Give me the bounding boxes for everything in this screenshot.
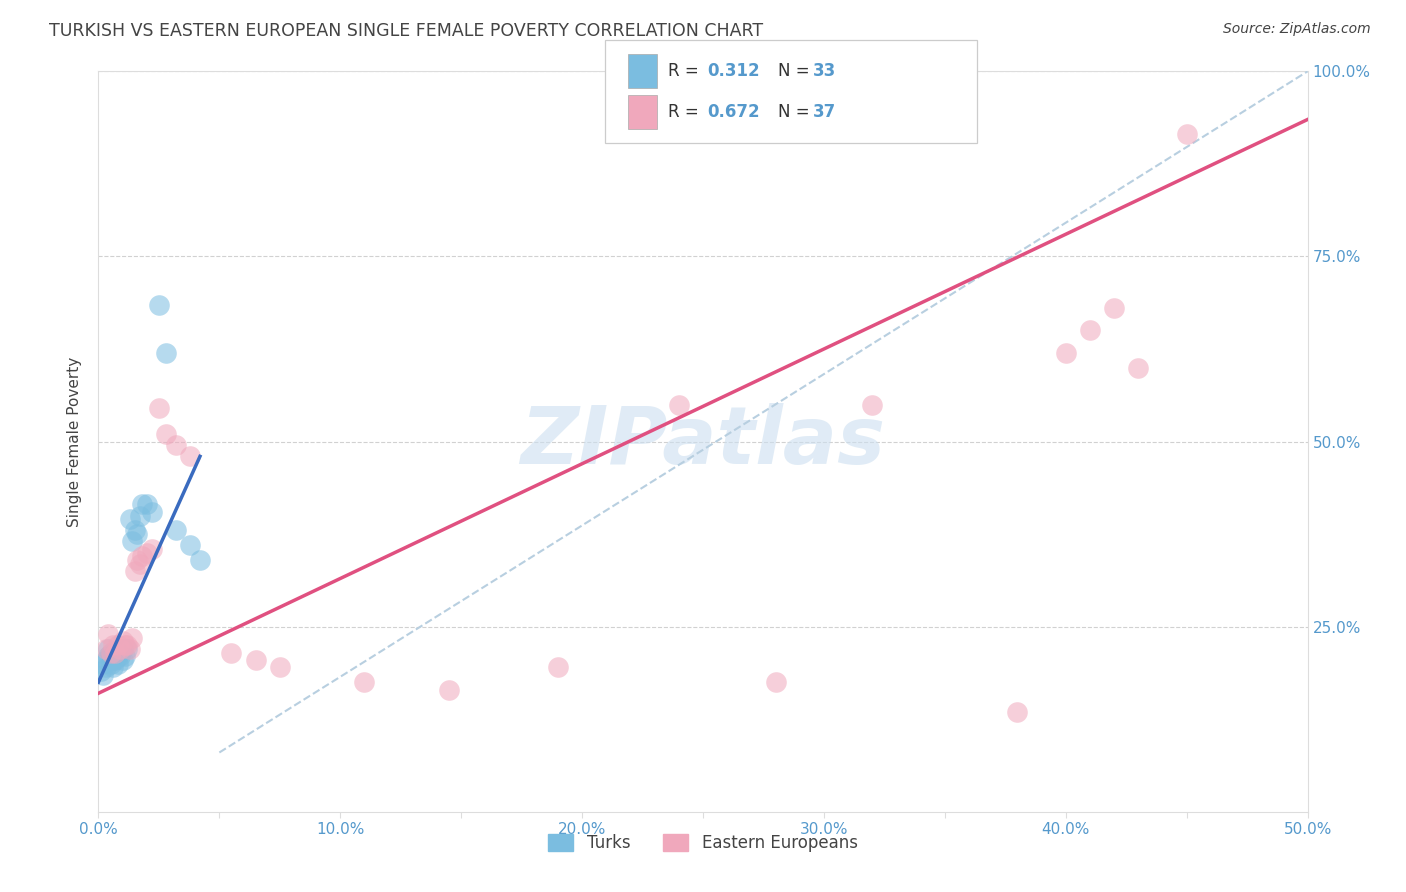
Point (90, 664, 112, 678)
Point (111, 634, 134, 648)
Point (135, 546, 157, 560)
Point (104, 646, 127, 660)
Point (165, 524, 187, 538)
Point (155, 345, 177, 359)
Point (179, 538, 201, 552)
Point (141, 541, 163, 556)
Point (104, 653, 127, 667)
Point (117, 638, 139, 652)
Point (127, 553, 149, 567)
Point (179, 450, 201, 464)
Point (97, 649, 120, 664)
Point (91, 657, 114, 671)
Point (1102, 301, 1125, 316)
Text: Source: ZipAtlas.com: Source: ZipAtlas.com (1223, 22, 1371, 37)
Point (124, 564, 146, 578)
Point (221, 646, 243, 660)
Point (668, 398, 690, 412)
Point (148, 297, 170, 311)
Legend: Turks, Eastern Europeans: Turks, Eastern Europeans (541, 828, 865, 859)
Point (97, 627, 120, 641)
Point (114, 638, 136, 652)
Point (97, 641, 120, 656)
Point (1175, 128, 1198, 142)
Point (128, 508, 150, 523)
Point (1007, 705, 1029, 719)
Point (127, 527, 149, 541)
Point (111, 653, 134, 667)
Point (101, 660, 124, 674)
Point (104, 646, 127, 660)
Point (124, 524, 146, 538)
Point (547, 660, 569, 674)
Point (131, 498, 153, 512)
Point (101, 638, 124, 652)
Point (128, 557, 150, 571)
Point (108, 641, 131, 656)
Point (1128, 360, 1150, 375)
Point (118, 512, 141, 526)
Point (111, 641, 134, 656)
Point (437, 682, 460, 697)
Point (141, 505, 163, 519)
Point (131, 549, 153, 564)
Text: 0.672: 0.672 (707, 103, 759, 121)
Point (118, 641, 141, 656)
Point (135, 498, 157, 512)
Point (117, 641, 139, 656)
Point (269, 660, 291, 674)
Point (100, 646, 122, 660)
Text: R =: R = (668, 103, 704, 121)
Point (353, 675, 375, 690)
Point (155, 427, 177, 442)
Text: 33: 33 (813, 62, 837, 79)
Y-axis label: Single Female Poverty: Single Female Poverty (67, 357, 83, 526)
Point (94, 641, 117, 656)
Point (107, 649, 129, 664)
Text: TURKISH VS EASTERN EUROPEAN SINGLE FEMALE POVERTY CORRELATION CHART: TURKISH VS EASTERN EUROPEAN SINGLE FEMAL… (49, 22, 763, 40)
Text: N =: N = (778, 103, 814, 121)
Point (1054, 345, 1077, 359)
Point (108, 649, 131, 664)
Text: R =: R = (668, 62, 704, 79)
Point (121, 631, 143, 645)
Point (245, 653, 267, 667)
Text: 0.312: 0.312 (707, 62, 759, 79)
Point (101, 653, 124, 667)
Point (107, 638, 129, 652)
Text: N =: N = (778, 62, 814, 79)
Point (94, 653, 117, 667)
Point (765, 675, 787, 690)
Point (91, 667, 114, 681)
Point (100, 646, 122, 660)
Text: 37: 37 (813, 103, 837, 121)
Point (107, 657, 129, 671)
Point (121, 534, 143, 549)
Point (860, 398, 883, 412)
Point (100, 657, 122, 671)
Point (1078, 324, 1101, 338)
Point (165, 438, 187, 452)
Point (94, 660, 117, 674)
Point (188, 553, 211, 567)
Point (114, 649, 136, 664)
Point (148, 401, 170, 416)
Text: ZIPatlas: ZIPatlas (520, 402, 886, 481)
